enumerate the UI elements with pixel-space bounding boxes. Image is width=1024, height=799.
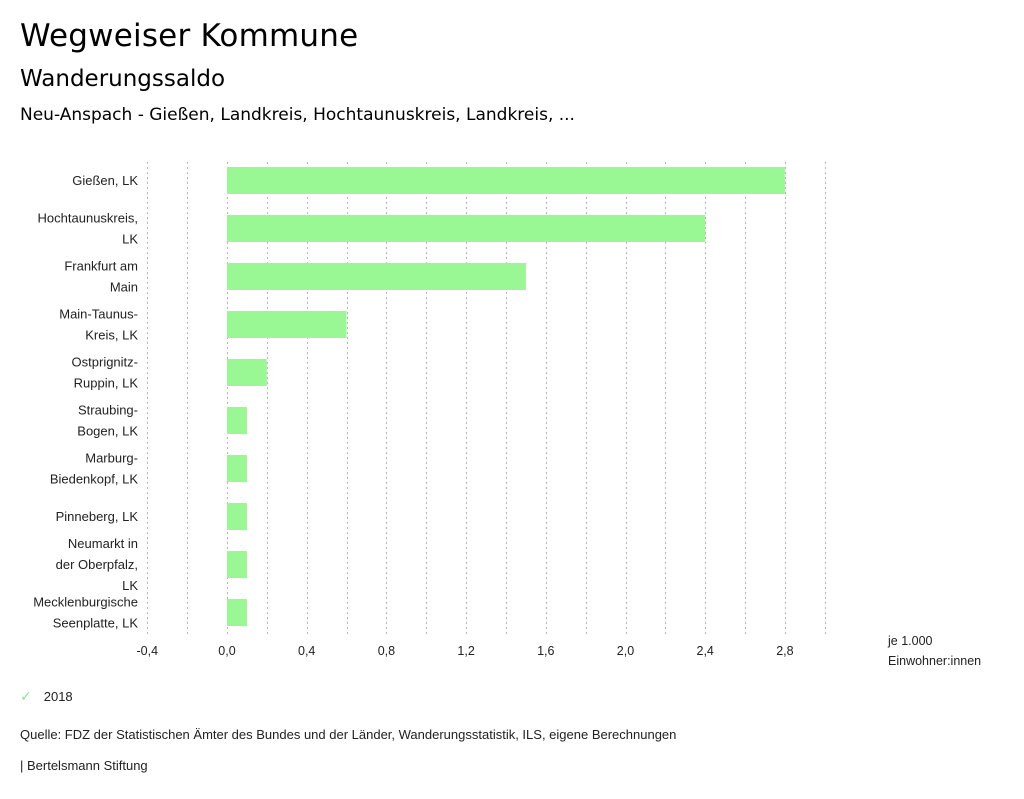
category-label: LK [122, 578, 138, 593]
category-label: Marburg- [85, 451, 138, 466]
category-label: der Oberpfalz, [56, 557, 138, 572]
category-label: LK [122, 232, 138, 247]
category-label: Main-Taunus- [59, 307, 138, 322]
category-label: Gießen, LK [72, 173, 138, 188]
bar[interactable] [227, 215, 706, 242]
category-label: Main [110, 280, 138, 295]
category-label: Kreis, LK [85, 328, 138, 343]
bar[interactable] [227, 503, 247, 530]
bar[interactable] [227, 551, 247, 578]
grid-lines [147, 162, 826, 636]
unit-label-line-1: je 1.000 [888, 634, 933, 648]
category-label: Straubing- [78, 403, 138, 418]
bar[interactable] [227, 263, 526, 290]
category-label: Ostprignitz- [72, 355, 138, 370]
unit-label: je 1.000 Einwohner:innen [888, 631, 981, 671]
category-label: Pinneberg, LK [56, 509, 139, 524]
x-tick-label: -0,4 [137, 644, 159, 658]
source-note: Quelle: FDZ der Statistischen Ämter des … [20, 727, 677, 742]
x-tick-label: 2,8 [776, 644, 793, 658]
selection-label: Neu-Anspach - Gießen, Landkreis, Hochtau… [20, 105, 575, 125]
brand-note: | Bertelsmann Stiftung [20, 758, 148, 773]
bar[interactable] [227, 359, 267, 386]
category-label: Ruppin, LK [74, 376, 139, 391]
category-label: Mecklenburgische [33, 595, 138, 610]
bar[interactable] [227, 599, 247, 626]
category-label: Biedenkopf, LK [50, 472, 139, 487]
category-label: Neumarkt in [68, 536, 138, 551]
x-tick-label: 0,4 [298, 644, 315, 658]
category-label: Hochtaunuskreis, [38, 211, 138, 226]
bar-chart: Gießen, LK Hochtaunuskreis, LK Frankfurt am… [33, 162, 826, 658]
category-label: Seenplatte, LK [53, 616, 139, 631]
chart-subtitle: Wanderungssaldo [20, 66, 226, 92]
category-label: Frankfurt am [64, 259, 138, 274]
check-icon: ✓ [20, 688, 32, 704]
x-tick-label: 1,2 [457, 644, 474, 658]
x-tick-label: 0,0 [218, 644, 235, 658]
bar[interactable] [227, 455, 247, 482]
bar[interactable] [227, 407, 247, 434]
x-tick-label: 1,6 [537, 644, 554, 658]
x-tick-labels: -0,4 0,0 0,4 0,8 1,2 1,6 2,0 2,4 2,8 [137, 644, 794, 658]
bar[interactable] [227, 311, 347, 338]
legend-label: 2018 [43, 689, 73, 704]
category-labels: Gießen, LK Hochtaunuskreis, LK Frankfurt am… [33, 173, 138, 631]
legend-item-2018[interactable]: ✓ 2018 [20, 688, 73, 705]
x-tick-label: 2,0 [617, 644, 634, 658]
x-tick-label: 2,4 [697, 644, 714, 658]
unit-label-line-2: Einwohner:innen [888, 654, 982, 668]
x-tick-label: 0,8 [378, 644, 395, 658]
category-label: Bogen, LK [77, 424, 138, 439]
app-title: Wegweiser Kommune [20, 18, 359, 54]
bars [227, 167, 785, 626]
bar[interactable] [227, 167, 785, 194]
